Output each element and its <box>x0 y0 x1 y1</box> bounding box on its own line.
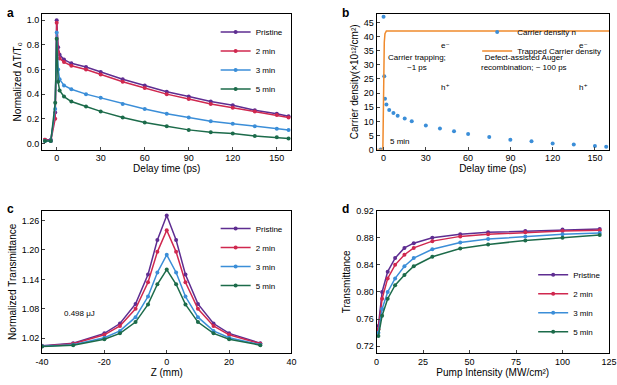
svg-text:20: 20 <box>364 88 374 98</box>
svg-text:60: 60 <box>463 153 473 163</box>
svg-text:1.14: 1.14 <box>22 275 40 285</box>
svg-text:b: b <box>342 6 349 20</box>
svg-text:Normalized ΔT/T₀: Normalized ΔT/T₀ <box>12 42 23 121</box>
svg-text:25: 25 <box>364 74 374 84</box>
svg-text:0: 0 <box>164 357 169 367</box>
svg-text:1.20: 1.20 <box>22 245 40 255</box>
svg-text:60: 60 <box>140 153 150 163</box>
svg-text:25: 25 <box>418 357 428 367</box>
svg-text:h⁺: h⁺ <box>579 83 588 92</box>
svg-text:0.80: 0.80 <box>356 287 374 297</box>
svg-text:5 min: 5 min <box>573 328 593 337</box>
svg-text:20: 20 <box>224 357 234 367</box>
svg-text:0.0: 0.0 <box>27 139 40 149</box>
svg-text:-20: -20 <box>98 357 111 367</box>
svg-text:0: 0 <box>374 357 379 367</box>
svg-text:0.92: 0.92 <box>356 206 374 216</box>
svg-text:15: 15 <box>364 102 374 112</box>
svg-text:Normalized Transmittance: Normalized Transmittance <box>7 223 18 340</box>
svg-text:0.6: 0.6 <box>27 65 40 75</box>
svg-text:Z (mm): Z (mm) <box>151 367 183 378</box>
svg-text:e⁻: e⁻ <box>579 41 588 50</box>
svg-text:Delay time (ps): Delay time (ps) <box>133 163 200 174</box>
svg-text:5: 5 <box>369 131 374 141</box>
svg-text:5 min: 5 min <box>256 282 276 291</box>
svg-text:Trapped Carrier density: Trapped Carrier density <box>517 47 601 56</box>
svg-text:Pristine: Pristine <box>256 225 283 234</box>
svg-text:120: 120 <box>225 153 240 163</box>
svg-text:3 min: 3 min <box>573 309 593 318</box>
svg-text:0.88: 0.88 <box>356 233 374 243</box>
svg-text:75: 75 <box>511 357 521 367</box>
svg-text:a: a <box>7 6 14 20</box>
svg-text:Transmittance: Transmittance <box>341 250 352 313</box>
svg-text:-40: -40 <box>35 357 48 367</box>
svg-text:0: 0 <box>381 153 386 163</box>
svg-text:Delay time (ps): Delay time (ps) <box>459 163 526 174</box>
svg-text:100: 100 <box>555 357 570 367</box>
svg-text:3 min: 3 min <box>256 263 276 272</box>
svg-text:e⁻: e⁻ <box>441 41 450 50</box>
svg-text:3 min: 3 min <box>256 66 276 75</box>
svg-text:0.76: 0.76 <box>356 314 374 324</box>
svg-text:h⁺: h⁺ <box>441 83 450 92</box>
svg-text:0: 0 <box>369 145 374 155</box>
svg-text:125: 125 <box>601 357 616 367</box>
svg-text:2 min: 2 min <box>256 244 276 253</box>
svg-text:0.84: 0.84 <box>356 260 374 270</box>
svg-text:2 min: 2 min <box>573 290 593 299</box>
svg-text:0.72: 0.72 <box>356 341 374 351</box>
svg-text:Pristine: Pristine <box>256 28 283 37</box>
svg-text:2 min: 2 min <box>256 47 276 56</box>
svg-text:30: 30 <box>364 60 374 70</box>
svg-text:150: 150 <box>269 153 284 163</box>
svg-text:Pump Intensity (MW/cm²): Pump Intensity (MW/cm²) <box>436 367 549 378</box>
svg-text:10: 10 <box>364 117 374 127</box>
svg-text:1.02: 1.02 <box>22 333 40 343</box>
svg-text:Carrier density n: Carrier density n <box>517 28 576 37</box>
svg-text:120: 120 <box>545 153 560 163</box>
svg-text:1.0: 1.0 <box>27 15 40 25</box>
svg-text:c: c <box>7 202 14 216</box>
svg-text:1.26: 1.26 <box>22 216 40 226</box>
svg-text:0.498 μJ: 0.498 μJ <box>64 309 95 318</box>
svg-text:50: 50 <box>465 357 475 367</box>
svg-text:Pristine: Pristine <box>573 271 600 280</box>
svg-text:Carrier density(×10¹²/cm²): Carrier density(×10¹²/cm²) <box>349 24 360 139</box>
svg-text:0.2: 0.2 <box>27 114 40 124</box>
svg-text:45: 45 <box>364 18 374 28</box>
svg-text:40: 40 <box>364 32 374 42</box>
svg-text:5 min: 5 min <box>390 137 410 146</box>
svg-text:0: 0 <box>54 153 59 163</box>
svg-text:Defect-assisted Augerrecombina: Defect-assisted Augerrecombination; ~ 10… <box>481 53 567 72</box>
svg-text:90: 90 <box>184 153 194 163</box>
svg-text:150: 150 <box>587 153 602 163</box>
svg-text:0.8: 0.8 <box>27 40 40 50</box>
svg-text:35: 35 <box>364 46 374 56</box>
svg-text:5 min: 5 min <box>256 85 276 94</box>
svg-text:30: 30 <box>96 153 106 163</box>
svg-text:30: 30 <box>421 153 431 163</box>
svg-text:40: 40 <box>286 357 296 367</box>
svg-text:1.08: 1.08 <box>22 304 40 314</box>
svg-text:d: d <box>342 202 349 216</box>
svg-text:90: 90 <box>505 153 515 163</box>
svg-text:Carrier trapping;~1 ps: Carrier trapping;~1 ps <box>388 53 446 72</box>
svg-text:0.4: 0.4 <box>27 89 40 99</box>
